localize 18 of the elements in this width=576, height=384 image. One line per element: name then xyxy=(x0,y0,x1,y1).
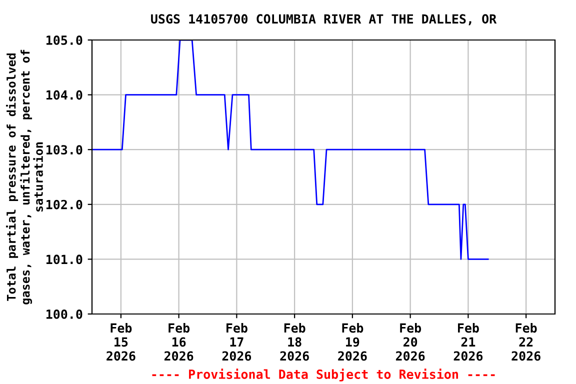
x-tick-label: Feb 18 2026 xyxy=(280,323,309,361)
x-tick-label: Feb 21 2026 xyxy=(454,323,483,361)
line-series xyxy=(92,40,489,260)
y-tick-label: 101.0 xyxy=(46,254,82,264)
y-tick-label: 105.0 xyxy=(46,35,82,45)
y-tick-label: 104.0 xyxy=(46,90,82,100)
y-tick-label: 100.0 xyxy=(46,309,82,319)
x-tick-label: Feb 22 2026 xyxy=(512,323,540,361)
x-tick-label: Feb 19 2026 xyxy=(338,323,367,361)
x-tick-label: Feb 17 2026 xyxy=(222,323,252,361)
x-tick-label: Feb 15 2026 xyxy=(106,323,136,361)
x-tick-label: Feb 20 2026 xyxy=(396,323,425,361)
y-tick-label: 102.0 xyxy=(46,200,82,210)
text: ---- Provisional Data Subject to Revision ---- xyxy=(152,368,495,382)
y-tick-label: 103.0 xyxy=(46,145,82,155)
chart-title: USGS 14105700 COLUMBIA RIVER AT THE DALLES, OR xyxy=(151,14,497,26)
y-axis-title: Total partial pressure of dissolved gases, water, unfiltered, percent of saturation xyxy=(6,50,43,304)
x-tick-label: Feb 16 2026 xyxy=(164,323,194,361)
